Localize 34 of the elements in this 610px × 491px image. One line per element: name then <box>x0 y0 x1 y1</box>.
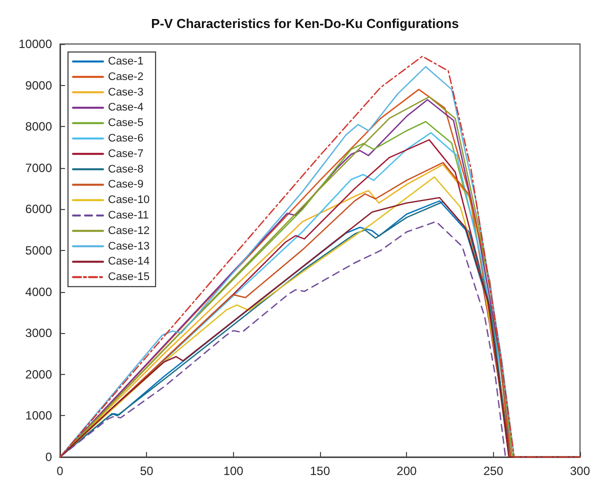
legend-label: Case-3 <box>108 86 144 98</box>
legend-label: Case-15 <box>108 271 150 284</box>
x-tick-label: 150 <box>310 464 330 478</box>
x-tick-label: 250 <box>483 464 504 478</box>
legend-label: Case-2 <box>108 70 144 83</box>
legend-label: Case-6 <box>108 132 144 144</box>
legend-label: Case-11 <box>108 210 149 222</box>
legend-label: Case-1 <box>108 56 144 68</box>
x-tick-label: 50 <box>140 464 154 478</box>
y-tick-label: 1000 <box>25 408 52 423</box>
y-tick-label: 7000 <box>25 160 52 175</box>
y-tick-label: 3000 <box>25 326 52 340</box>
y-tick-label: 0 <box>45 450 52 464</box>
legend-label: Case-13 <box>108 240 150 252</box>
legend-label: Case-12 <box>108 224 150 237</box>
y-tick-label: 6000 <box>25 202 52 216</box>
legend-label: Case-14 <box>108 256 150 268</box>
x-tick-label: 300 <box>570 464 590 478</box>
chart-title: P-V Characteristics for Ken-Do-Ku Configurations <box>151 16 459 31</box>
y-tick-label: 9000 <box>25 78 52 92</box>
legend-label: Case-8 <box>108 163 144 176</box>
legend-label: Case-5 <box>108 117 144 130</box>
legend-label: Case-9 <box>108 178 144 191</box>
x-tick-label: 0 <box>56 464 64 478</box>
x-tick-label: 200 <box>396 464 417 478</box>
legend-label: Case-4 <box>108 102 144 114</box>
legend-label: Case-10 <box>108 194 150 206</box>
y-tick-label: 8000 <box>25 120 52 134</box>
y-tick-label: 5000 <box>25 244 52 258</box>
legend-label: Case-7 <box>108 148 144 160</box>
x-tick-label: 100 <box>223 464 244 478</box>
y-tick-label: 10000 <box>18 37 52 51</box>
y-tick-label: 2000 <box>25 367 52 382</box>
y-tick-label: 4000 <box>25 284 52 299</box>
